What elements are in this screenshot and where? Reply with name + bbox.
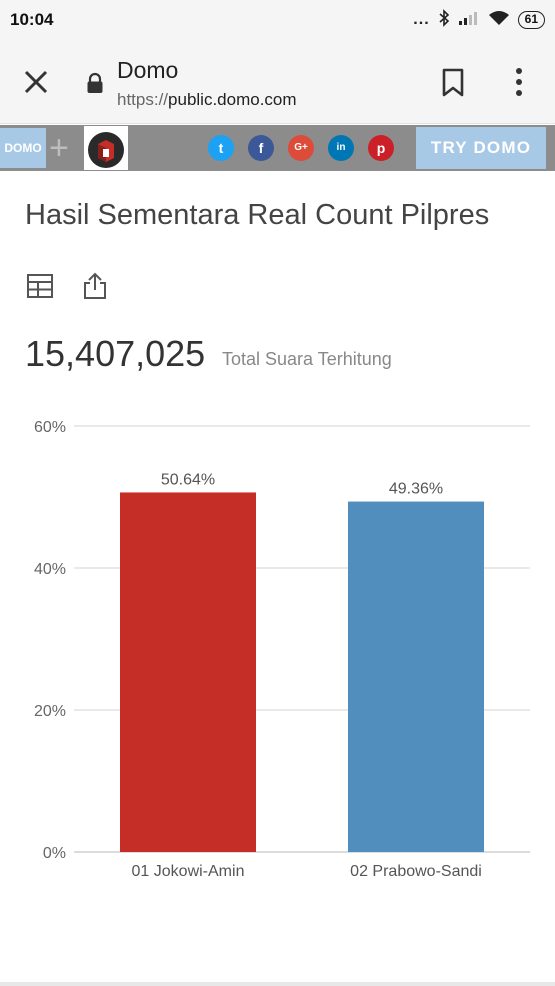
site-title: Domo	[117, 57, 179, 83]
bookmark-icon[interactable]	[440, 68, 466, 98]
battery-icon: 61	[517, 11, 545, 29]
table-icon[interactable]	[26, 272, 54, 300]
status-time: 10:04	[10, 10, 54, 29]
bar-chart: 0% 20% 40% 60% 50.64% 01 Jokowi-Amin 49.36% 02 …	[34, 419, 530, 880]
status-icons: ... 61	[413, 8, 545, 32]
share-icon[interactable]	[81, 272, 109, 300]
site-url[interactable]: https://public.domo.com	[117, 90, 297, 110]
twitter-icon[interactable]: t	[208, 135, 234, 161]
partner-logo-icon	[84, 126, 128, 170]
x-tick-label: 01 Jokowi-Amin	[132, 863, 245, 880]
url-prefix: https://	[117, 90, 169, 109]
lock-icon	[87, 72, 103, 93]
bluetooth-icon	[438, 8, 450, 32]
url-domain: public.domo.com	[168, 90, 297, 109]
linkedin-icon[interactable]: in	[328, 135, 354, 161]
y-tick-label: 20%	[34, 703, 66, 720]
total-votes-value: 15,407,025	[25, 333, 206, 374]
bar	[348, 501, 484, 852]
status-bar: 10:04 ... 61	[0, 0, 555, 40]
facebook-icon[interactable]: f	[248, 135, 274, 161]
y-tick-label: 0%	[43, 845, 66, 862]
try-domo-button[interactable]: TRY DOMO	[416, 127, 546, 169]
x-tick-label: 02 Prabowo-Sandi	[350, 863, 482, 880]
browser-toolbar: Domo https://public.domo.com	[0, 40, 555, 124]
total-votes-label: Total Suara Terhitung	[222, 349, 392, 369]
bar	[120, 492, 256, 852]
wifi-icon	[488, 10, 510, 31]
more-vert-icon[interactable]	[506, 66, 532, 98]
domo-logo[interactable]: DOMO	[0, 128, 46, 168]
close-icon[interactable]	[22, 68, 50, 96]
y-tick-label: 40%	[34, 561, 66, 578]
page-title: Hasil Sementara Real Count Pilpres	[25, 199, 490, 231]
domo-banner: DOMO + t f G+ in p TRY DOMO	[0, 125, 555, 171]
pinterest-icon[interactable]: p	[368, 135, 394, 161]
data-label: 50.64%	[161, 471, 215, 488]
google-plus-icon[interactable]: G+	[288, 135, 314, 161]
data-label: 49.36%	[389, 481, 443, 498]
notification-dots: ...	[413, 11, 430, 28]
y-tick-label: 60%	[34, 419, 66, 436]
plus-sign: +	[49, 129, 69, 167]
signal-icon	[458, 10, 480, 31]
bottom-divider	[0, 982, 555, 986]
